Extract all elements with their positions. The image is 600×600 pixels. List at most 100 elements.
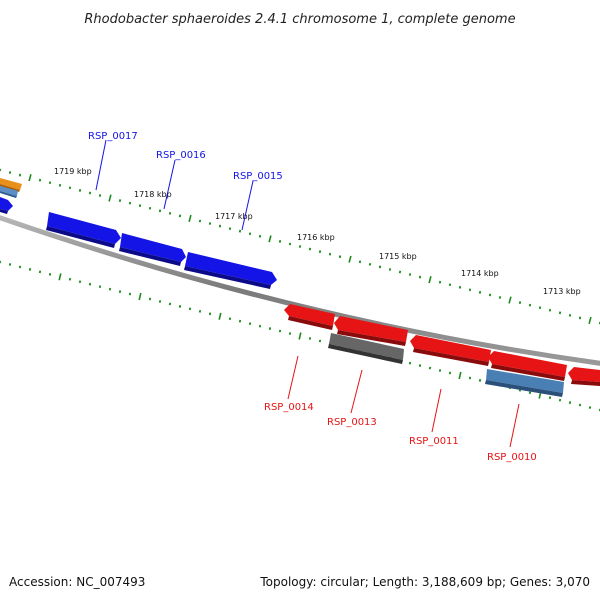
- outer-scale-tick: [358, 260, 362, 264]
- inner-scale-tick: [158, 300, 162, 303]
- inner-scale-tick: [318, 339, 322, 343]
- gene-block-rsp-0013[interactable]: [328, 333, 404, 364]
- outer-scale-tick: [378, 265, 382, 269]
- callout-line-rsp-0017: [95, 139, 107, 191]
- partial-gene-blue[interactable]: [0, 197, 13, 214]
- inner-scale-tick: [268, 327, 272, 331]
- inner-scale-tick: [228, 317, 232, 321]
- scale-label-1715: 1715 kbp: [379, 252, 417, 261]
- inner-scale-tick: [48, 272, 52, 276]
- gene-label-rsp-0016[interactable]: RSP_0016: [156, 150, 206, 161]
- gene-label-rsp-0015[interactable]: RSP_0015: [233, 171, 283, 182]
- gene-label-rsp-0014[interactable]: RSP_0014: [264, 402, 314, 413]
- outer-scale-tick: [518, 301, 522, 305]
- outer-scale-tick: [318, 250, 322, 254]
- outer-scale-tick: [188, 214, 192, 223]
- outer-scale-tick: [528, 303, 532, 307]
- gene-block-rsp-0016[interactable]: [119, 233, 186, 266]
- outer-scale-tick: [198, 219, 202, 223]
- scale-label-1714: 1714 kbp: [461, 269, 499, 278]
- inner-scale-tick: [288, 332, 292, 335]
- outer-scale-tick: [558, 311, 562, 315]
- outer-scale-ring: [0, 168, 600, 325]
- gene-block-rsp-0017[interactable]: [46, 212, 121, 248]
- inner-scale-tick: [218, 312, 222, 320]
- inner-scale-tick: [468, 376, 472, 380]
- outer-scale-tick: [258, 234, 262, 238]
- outer-scale-tick: [408, 273, 412, 276]
- outer-scale-tick: [178, 214, 182, 218]
- callout-line-rsp-0016: [163, 159, 176, 210]
- inner-scale-tick: [568, 401, 572, 405]
- outer-scale-tick: [478, 290, 482, 294]
- gene-label-rsp-0017[interactable]: RSP_0017: [88, 131, 138, 142]
- gene-label-rsp-0010[interactable]: RSP_0010: [487, 452, 537, 463]
- outer-scale-tick: [508, 296, 512, 304]
- inner-scale-tick: [68, 277, 72, 281]
- partial-gene-orange[interactable]: [0, 178, 22, 192]
- inner-scale-tick: [528, 391, 532, 395]
- gene-label-rsp-0011[interactable]: RSP_0011: [409, 436, 459, 447]
- outer-scale-tick: [448, 283, 452, 287]
- outer-scale-tick: [208, 222, 212, 225]
- gene-block-rsp-0012[interactable]: [334, 316, 408, 346]
- gene-label-rsp-0013[interactable]: RSP_0013: [327, 417, 377, 428]
- outer-scale-tick: [568, 313, 572, 317]
- outer-scale-tick: [388, 268, 392, 271]
- inner-scale-tick: [418, 364, 422, 368]
- gene-block-rsp-0014[interactable]: [284, 304, 335, 330]
- inner-scale-tick: [148, 297, 152, 301]
- outer-scale-tick: [168, 211, 172, 215]
- outer-scale-tick: [8, 171, 12, 174]
- outer-scale-tick: [118, 199, 122, 203]
- inner-scale-tick: [128, 292, 132, 296]
- inner-scale-tick: [248, 322, 252, 326]
- outer-scale-tick: [348, 255, 352, 263]
- outer-scale-tick: [78, 188, 82, 192]
- callout-line-rsp-0011: [431, 388, 442, 433]
- outer-scale-tick: [18, 173, 22, 177]
- outer-scale-tick: [268, 235, 272, 243]
- inner-scale-tick: [458, 371, 462, 380]
- gene-block-rsp-0011b[interactable]: [488, 351, 567, 381]
- outer-scale-tick: [538, 306, 542, 310]
- outer-scale-tick: [48, 181, 52, 185]
- partial-gene-lightblue[interactable]: [0, 186, 18, 198]
- inner-scale-tick: [188, 307, 192, 311]
- outer-scale-tick: [298, 245, 302, 248]
- inner-scale-tick: [298, 332, 302, 340]
- gene-block-rsp-0010[interactable]: [485, 369, 564, 397]
- inner-scale-tick: [438, 369, 442, 372]
- inner-scale-tick: [18, 265, 22, 269]
- inner-scale-tick: [478, 378, 482, 382]
- inner-scale-tick: [78, 280, 82, 284]
- inner-scale-tick: [88, 282, 92, 286]
- outer-scale-tick: [218, 224, 222, 228]
- outer-scale-tick: [578, 316, 582, 320]
- gene-block-rsp-0011[interactable]: [410, 335, 491, 366]
- outer-scale-tick: [238, 229, 242, 233]
- outer-scale-tick: [58, 183, 62, 187]
- scale-label-1717: 1717 kbp: [215, 212, 253, 221]
- inner-scale-tick: [308, 337, 312, 340]
- gene-block-rsp-0015[interactable]: [184, 252, 277, 289]
- outer-scale-tick: [148, 206, 152, 210]
- inner-scale-tick: [238, 319, 242, 323]
- outer-scale-tick: [438, 280, 442, 284]
- inner-scale-tick: [58, 273, 62, 281]
- inner-scale-tick: [198, 309, 202, 313]
- partial-gene-red-right[interactable]: [568, 367, 600, 386]
- outer-scale-tick: [108, 194, 112, 202]
- callout-line-rsp-0013: [350, 369, 363, 414]
- outer-scale-tick: [38, 178, 42, 182]
- callout-line-rsp-0010: [509, 403, 520, 448]
- outer-scale-tick: [288, 242, 292, 246]
- outer-scale-tick: [138, 204, 142, 208]
- inner-scale-tick: [558, 398, 562, 402]
- inner-scale-tick: [588, 406, 592, 409]
- inner-scale-tick: [98, 285, 102, 289]
- inner-scale-ring: [0, 260, 600, 412]
- outer-scale-tick: [468, 288, 472, 292]
- outer-scale-tick: [308, 247, 312, 251]
